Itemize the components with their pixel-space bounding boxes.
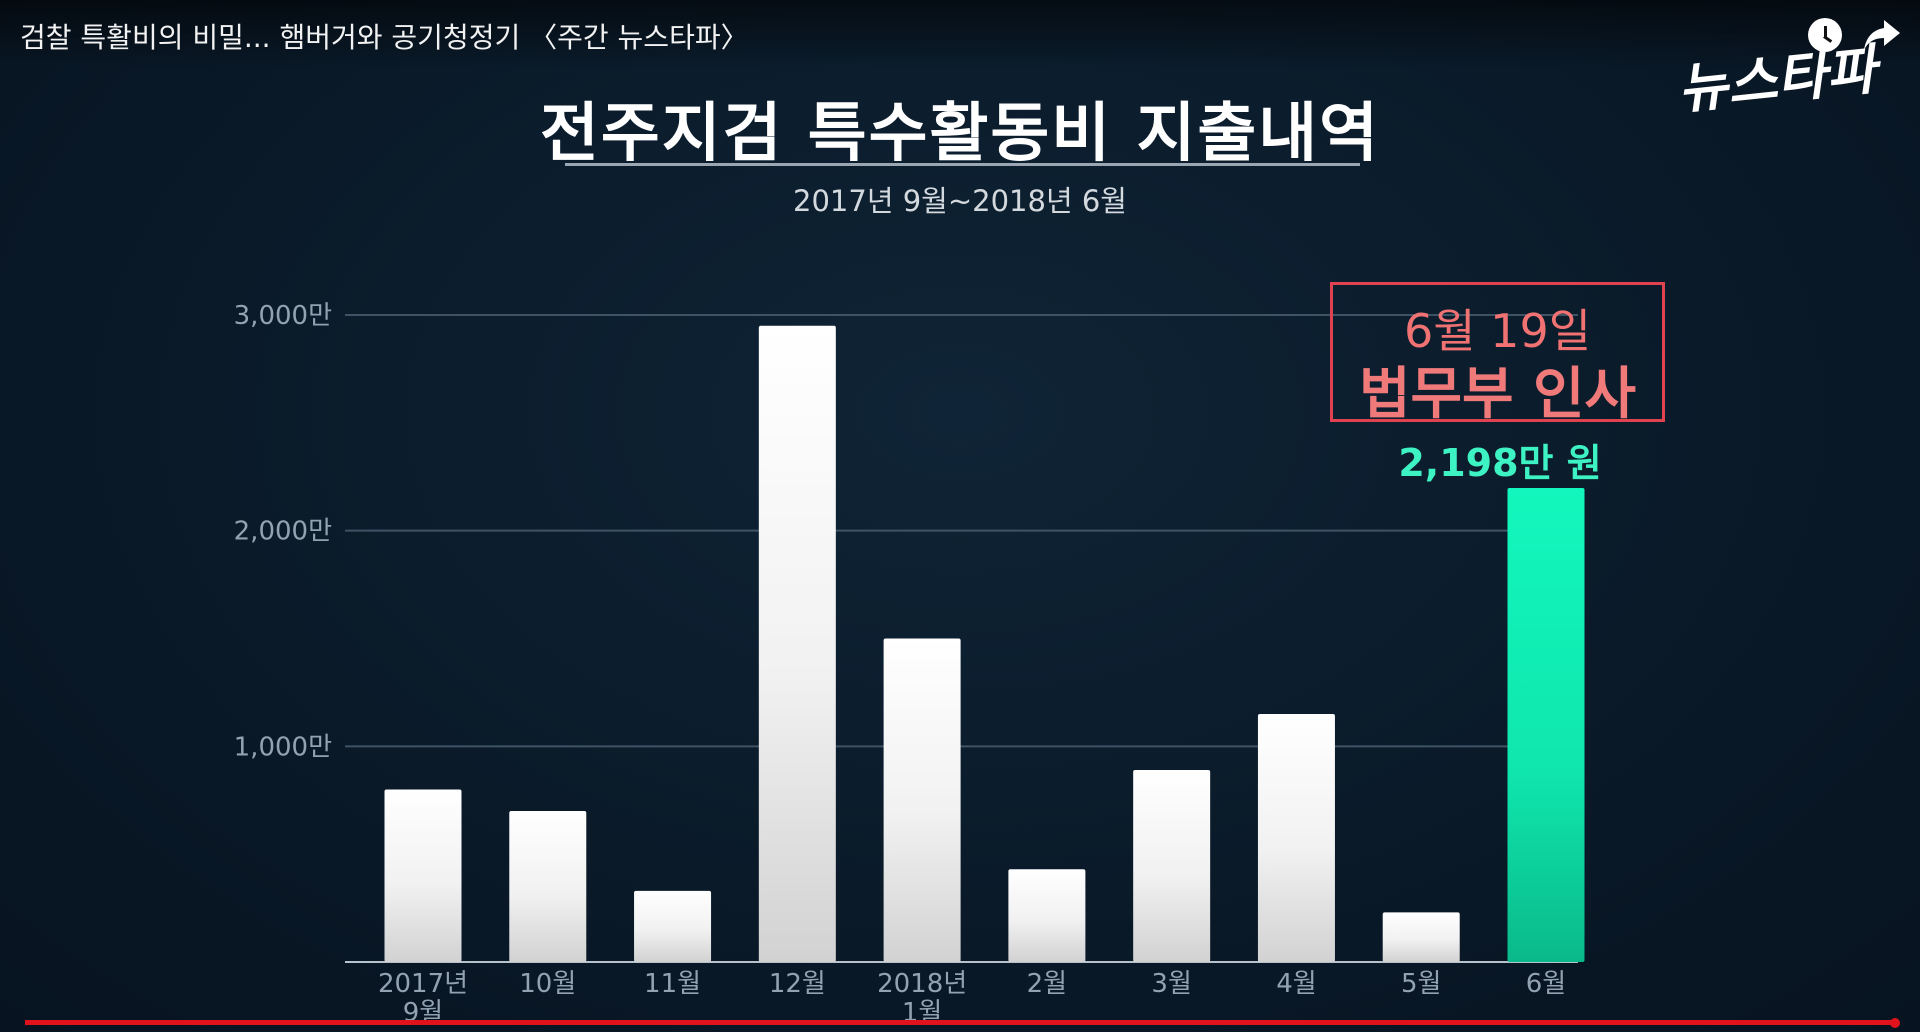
y-tick-label: 1,000만 (234, 732, 332, 762)
x-tick-label: 4월 (1276, 969, 1316, 999)
x-tick-label: 2월 (1027, 969, 1067, 999)
title-underline (565, 163, 1360, 166)
bar (509, 811, 587, 962)
x-tick-label: 2017년 9월 (378, 969, 468, 1028)
chart-title: 전주지검 특수활동비 지출내역 (539, 97, 1380, 171)
bar (634, 890, 712, 962)
x-tick-label: 10월 (519, 969, 576, 999)
x-tick-label: 5월 (1401, 969, 1441, 999)
annotation-date: 6월 19일 (1403, 304, 1592, 358)
bar (1133, 770, 1211, 962)
video-progress-bar[interactable] (25, 1020, 1895, 1025)
share-arrow-icon[interactable] (1862, 16, 1902, 54)
y-tick-label: 2,000만 (234, 517, 332, 547)
bar (758, 325, 836, 962)
y-tick-label: 3,000만 (234, 301, 332, 331)
video-title[interactable]: 검찰 특활비의 비밀... 햄버거와 공기청정기 〈주간 뉴스타파〉 (20, 21, 749, 54)
x-tick-label: 6월 (1526, 969, 1566, 999)
chart-subtitle: 2017년 9월~2018년 6월 (793, 184, 1127, 218)
annotation-event: 법무부 인사 (1358, 362, 1637, 427)
annotation-box: 6월 19일 법무부 인사 (1330, 282, 1665, 427)
bar (883, 638, 961, 962)
x-tick-label: 11월 (644, 969, 701, 999)
bar-highlight (1507, 487, 1585, 962)
x-tick-label: 12월 (769, 969, 826, 999)
highlight-value-label: 2,198만 원 (1398, 441, 1602, 485)
progress-scrubber[interactable] (1890, 1018, 1900, 1028)
video-top-bar (0, 0, 1920, 70)
bar (1382, 912, 1460, 962)
bar (1257, 713, 1335, 962)
x-tick-label: 2018년 1월 (877, 969, 967, 1028)
clock-icon[interactable] (1808, 18, 1842, 52)
bar (384, 789, 462, 962)
bar (1008, 869, 1086, 962)
x-tick-label: 3월 (1151, 969, 1191, 999)
newstapa-logo: 뉴스타파 (1675, 40, 1886, 120)
